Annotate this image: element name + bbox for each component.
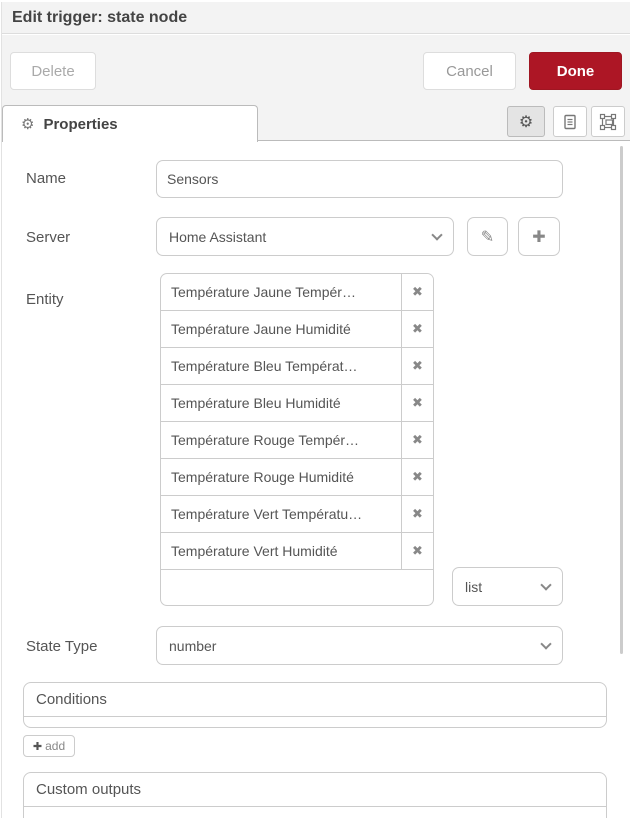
remove-icon: ✖ <box>412 543 423 558</box>
plus-icon: ✚ <box>532 228 546 246</box>
entity-row: Température Jaune Tempér… ✖ <box>161 274 433 311</box>
tab-properties[interactable]: ⚙ Properties <box>2 105 258 142</box>
gear-icon: ⚙ <box>21 115 35 133</box>
entity-value-input[interactable]: Température Rouge Humidité <box>171 469 354 485</box>
entity-value-input[interactable]: Température Bleu Températ… <box>171 358 358 374</box>
dialog-left-border <box>1 2 2 818</box>
node-appearance-button[interactable] <box>591 106 625 137</box>
entity-value-input[interactable]: Température Jaune Humidité <box>171 321 351 337</box>
entity-row: Température Jaune Humidité ✖ <box>161 311 433 348</box>
server-select-value: Home Assistant <box>169 228 267 245</box>
remove-entity-button[interactable]: ✖ <box>401 348 433 384</box>
custom-outputs-section: Custom outputs <box>23 772 607 818</box>
entity-list: Température Jaune Tempér… ✖ Température … <box>160 273 434 606</box>
server-select[interactable]: Home Assistant <box>156 217 454 256</box>
remove-entity-button[interactable]: ✖ <box>401 459 433 495</box>
entity-label: Entity <box>26 291 64 308</box>
entity-value-input[interactable]: Température Jaune Tempér… <box>171 284 356 300</box>
remove-entity-button[interactable]: ✖ <box>401 496 433 532</box>
appearance-icon <box>599 113 617 131</box>
cancel-button[interactable]: Cancel <box>423 52 516 90</box>
entity-row: Température Rouge Tempér… ✖ <box>161 422 433 459</box>
entity-row: Température Rouge Humidité ✖ <box>161 459 433 496</box>
remove-icon: ✖ <box>412 506 423 521</box>
name-label: Name <box>26 170 67 187</box>
entity-value-input[interactable]: Température Vert Humidité <box>171 543 338 559</box>
state-type-value: number <box>169 637 217 654</box>
done-button[interactable]: Done <box>529 52 622 90</box>
state-type-select[interactable]: number <box>156 626 563 665</box>
entity-value-input[interactable]: Température Rouge Tempér… <box>171 432 360 448</box>
entity-row: Température Bleu Humidité ✖ <box>161 385 433 422</box>
entity-row: Température Vert Humidité ✖ <box>161 533 433 570</box>
entity-value-input[interactable]: Température Vert Températu… <box>171 506 363 522</box>
remove-entity-button[interactable]: ✖ <box>401 274 433 310</box>
add-server-button[interactable]: ✚ <box>518 217 560 256</box>
plus-icon: ✚ <box>32 740 43 753</box>
delete-button[interactable]: Delete <box>10 52 96 90</box>
name-input[interactable] <box>156 160 563 198</box>
dialog-chrome: Delete Cancel Done ⚙ Properties ⚙ <box>2 35 630 142</box>
entity-mode-value: list <box>465 578 483 595</box>
remove-entity-button[interactable]: ✖ <box>401 422 433 458</box>
dialog-title: Edit trigger: state node <box>12 8 188 26</box>
remove-entity-button[interactable]: ✖ <box>401 533 433 569</box>
entity-value-input[interactable]: Température Bleu Humidité <box>171 395 341 411</box>
node-properties-button[interactable]: ⚙ <box>507 106 545 137</box>
remove-entity-button[interactable]: ✖ <box>401 311 433 347</box>
scrollbar[interactable] <box>620 146 623 654</box>
remove-icon: ✖ <box>412 321 423 336</box>
add-condition-label: add <box>45 739 66 753</box>
entity-row: Température Vert Températu… ✖ <box>161 496 433 533</box>
entity-row-new <box>161 570 433 605</box>
tab-properties-label: Properties <box>43 115 118 133</box>
remove-entity-button[interactable]: ✖ <box>401 385 433 421</box>
remove-icon: ✖ <box>412 284 423 299</box>
chevron-down-icon <box>540 637 552 650</box>
chevron-down-icon <box>540 578 552 591</box>
server-label: Server <box>26 229 71 246</box>
conditions-section: Conditions <box>23 682 607 728</box>
dialog-header: Edit trigger: state node <box>2 2 630 34</box>
remove-icon: ✖ <box>412 432 423 447</box>
chevron-down-icon <box>431 228 443 241</box>
state-type-label: State Type <box>26 638 98 655</box>
gear-icon: ⚙ <box>518 113 534 131</box>
document-icon <box>561 113 579 131</box>
pencil-icon: ✎ <box>480 228 495 246</box>
add-condition-button[interactable]: ✚ add <box>23 735 75 757</box>
edit-server-button[interactable]: ✎ <box>467 217 508 256</box>
custom-outputs-title: Custom outputs <box>24 773 606 807</box>
node-description-button[interactable] <box>553 106 587 137</box>
entity-mode-select[interactable]: list <box>452 567 563 606</box>
new-entity-input[interactable] <box>161 570 433 605</box>
conditions-title: Conditions <box>24 683 606 717</box>
remove-icon: ✖ <box>412 358 423 373</box>
entity-row: Température Bleu Températ… ✖ <box>161 348 433 385</box>
remove-icon: ✖ <box>412 469 423 484</box>
remove-icon: ✖ <box>412 395 423 410</box>
